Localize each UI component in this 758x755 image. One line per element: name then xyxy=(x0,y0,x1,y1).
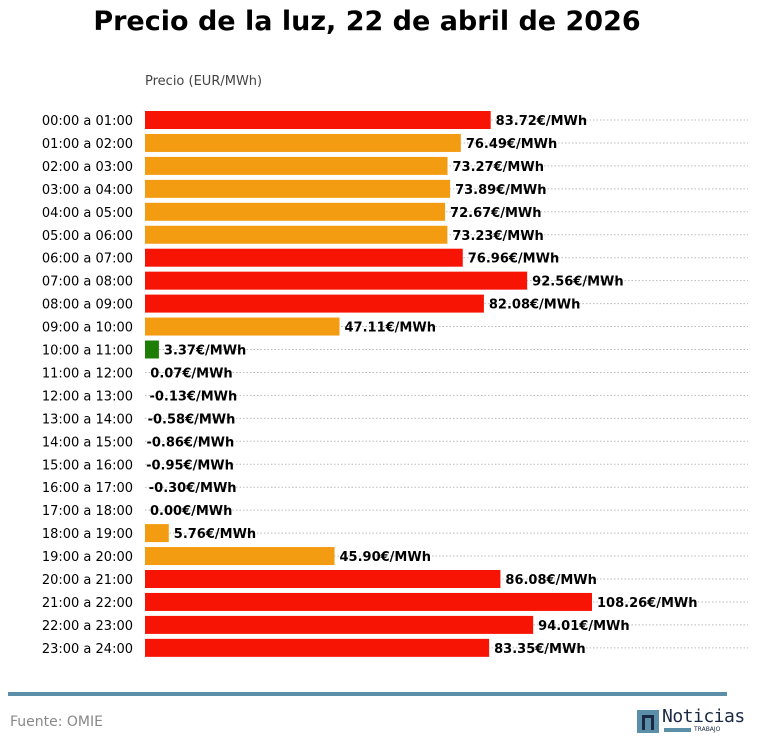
category-label: 03:00 a 04:00 xyxy=(42,183,133,198)
logo-underline xyxy=(664,728,691,732)
category-label: 06:00 a 07:00 xyxy=(42,252,133,267)
category-label: 01:00 a 02:00 xyxy=(42,137,133,152)
category-label: 05:00 a 06:00 xyxy=(42,229,133,244)
category-label: 18:00 a 19:00 xyxy=(42,527,133,542)
data-label: -0.13€/MWh xyxy=(149,389,237,404)
bar xyxy=(145,248,463,267)
bar xyxy=(145,317,340,336)
category-label: 10:00 a 11:00 xyxy=(42,344,133,359)
bar-plot: 00:00 a 01:00 83.72€/MWh 01:00 a 02:00 76.4… xyxy=(42,111,748,657)
data-label: 76.96€/MWh xyxy=(468,252,559,267)
logo-subtext: TRABAJO xyxy=(694,726,721,733)
data-label: 0.00€/MWh xyxy=(150,504,232,519)
category-label: 08:00 a 09:00 xyxy=(42,298,133,313)
bar xyxy=(145,133,461,152)
data-label: 47.11€/MWh xyxy=(345,321,436,336)
data-label: -0.30€/MWh xyxy=(149,481,237,496)
category-label: 14:00 a 15:00 xyxy=(42,435,133,450)
footer-divider xyxy=(8,692,727,696)
data-label: 86.08€/MWh xyxy=(505,573,596,588)
logo-text: Noticias xyxy=(662,706,745,727)
category-label: 12:00 a 13:00 xyxy=(42,389,133,404)
noticias-trabajo-logo: Noticias TRABAJO xyxy=(637,706,745,735)
bar xyxy=(145,547,335,566)
category-label: 13:00 a 14:00 xyxy=(42,412,133,427)
data-label: 73.23€/MWh xyxy=(452,229,543,244)
category-label: 23:00 a 24:00 xyxy=(42,642,133,657)
data-label: 72.67€/MWh xyxy=(450,206,541,221)
category-label: 17:00 a 18:00 xyxy=(42,504,133,519)
data-label: 108.26€/MWh xyxy=(597,596,698,611)
bar xyxy=(145,271,528,290)
bar xyxy=(145,592,592,611)
category-label: 15:00 a 16:00 xyxy=(42,458,133,473)
bar xyxy=(145,179,451,198)
category-label: 19:00 a 20:00 xyxy=(42,550,133,565)
axis-label: Precio (EUR/MWh) xyxy=(145,74,263,89)
category-label: 09:00 a 10:00 xyxy=(42,321,133,336)
data-label: -0.58€/MWh xyxy=(148,412,236,427)
bar xyxy=(145,202,446,221)
bar xyxy=(145,225,448,244)
category-label: 04:00 a 05:00 xyxy=(42,206,133,221)
category-label: 22:00 a 23:00 xyxy=(42,619,133,634)
category-label: 07:00 a 08:00 xyxy=(42,275,133,290)
data-label: 94.01€/MWh xyxy=(538,619,629,634)
data-label: 45.90€/MWh xyxy=(340,550,431,565)
data-label: 73.27€/MWh xyxy=(453,160,544,175)
data-label: -0.95€/MWh xyxy=(146,458,234,473)
source-text: Fuente: OMIE xyxy=(10,714,103,730)
data-label: 83.35€/MWh xyxy=(494,642,585,657)
chart-title: Precio de la luz, 22 de abril de 2026 xyxy=(93,6,641,37)
data-label: -0.86€/MWh xyxy=(146,435,234,450)
bar xyxy=(145,156,448,175)
data-label: 76.49€/MWh xyxy=(466,137,557,152)
bar xyxy=(145,524,169,543)
logo-icon xyxy=(637,710,659,733)
category-label: 00:00 a 01:00 xyxy=(42,114,133,129)
category-label: 16:00 a 17:00 xyxy=(42,481,133,496)
category-label: 21:00 a 22:00 xyxy=(42,596,133,611)
category-label: 02:00 a 03:00 xyxy=(42,160,133,175)
category-label: 11:00 a 12:00 xyxy=(42,366,133,381)
data-label: 82.08€/MWh xyxy=(489,298,580,313)
data-label: 83.72€/MWh xyxy=(496,114,587,129)
bar xyxy=(145,340,159,359)
data-label: 3.37€/MWh xyxy=(164,344,246,359)
bar xyxy=(145,638,490,657)
bar xyxy=(145,615,534,634)
data-label: 5.76€/MWh xyxy=(174,527,256,542)
bar xyxy=(145,111,491,129)
data-label: 0.07€/MWh xyxy=(150,366,232,381)
data-label: 73.89€/MWh xyxy=(455,183,546,198)
data-label: 92.56€/MWh xyxy=(532,275,623,290)
category-label: 20:00 a 21:00 xyxy=(42,573,133,588)
bar xyxy=(145,570,501,588)
bar xyxy=(145,294,484,313)
